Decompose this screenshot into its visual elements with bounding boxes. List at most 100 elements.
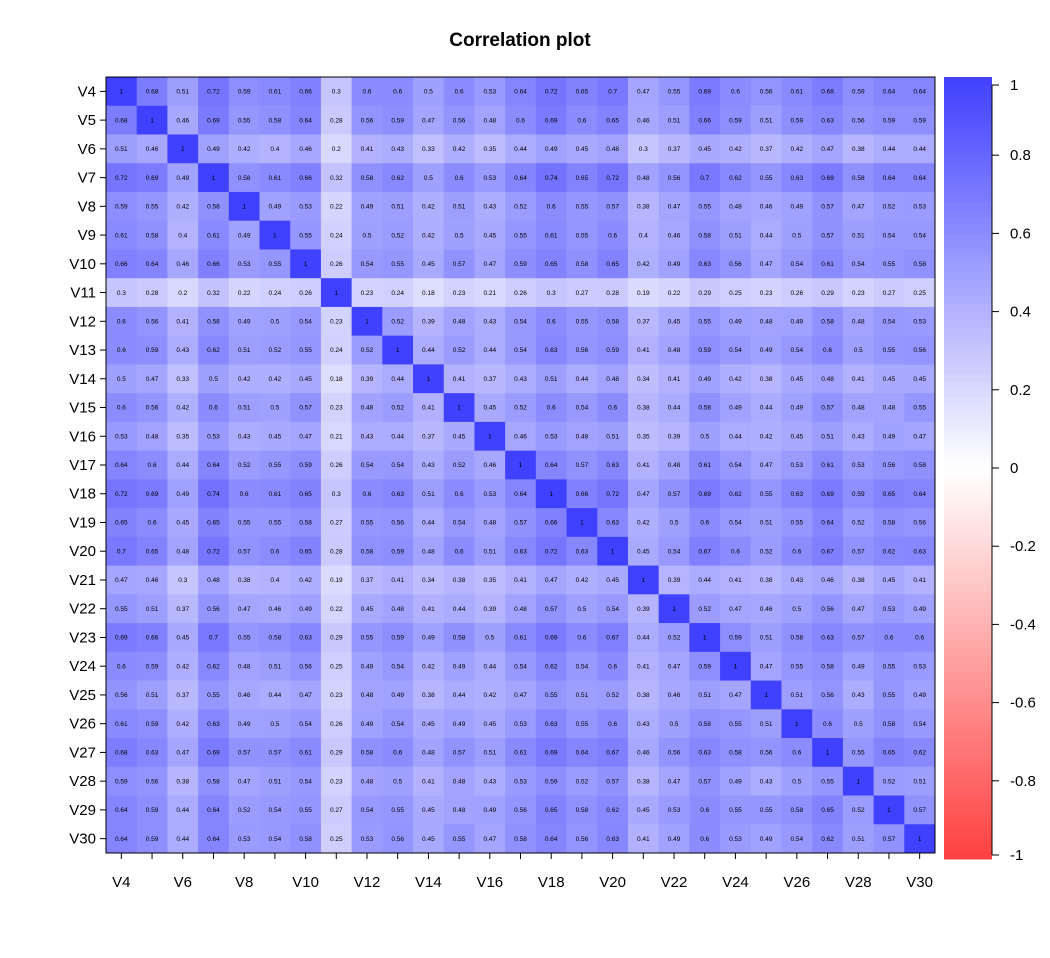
legend-color-band [944,483,992,492]
heatmap-cell [720,565,752,595]
heatmap-cell [198,479,230,509]
heatmap-cell [198,249,230,279]
heatmap-cell [750,105,782,135]
heatmap-cell [904,651,936,681]
heatmap-cell [259,364,291,394]
cell-value-label: 0.55 [729,807,742,814]
y-axis-tick-label: V15 [69,400,96,417]
legend-color-band [944,616,992,625]
cell-value-label: 0.44 [913,146,926,153]
heatmap-cell [382,134,414,164]
cell-value-label: 0.35 [483,577,496,584]
cell-value-label: 0.5 [209,376,218,383]
cell-value-label: 0.48 [606,146,619,153]
heatmap-cell [535,393,567,423]
cell-value-label: 0.44 [176,462,189,469]
y-axis-tick-label: V18 [69,486,96,503]
x-axis-tick-label: V28 [845,874,872,891]
cell-value-label: 0.6 [393,89,402,96]
heatmap-cell [413,134,445,164]
legend-color-band [944,170,992,180]
heatmap-cell [566,766,598,796]
heatmap-cell [228,508,260,538]
cell-value-label: 0.54 [729,347,742,354]
heatmap-cell [689,163,721,193]
cell-value-label: 0.47 [852,204,865,211]
cell-value-label: 0.63 [606,462,619,469]
heatmap-cell [320,105,353,135]
heatmap-cell [290,191,322,222]
cell-value-label: 0.48 [483,117,496,124]
heatmap-cell [781,421,813,452]
cell-value-label: 0.63 [606,836,619,843]
legend-color-band [944,819,992,829]
heatmap-cell [136,680,168,710]
heatmap-cell [443,134,475,164]
cell-value-label: 0.63 [698,750,711,757]
cell-value-label: 0.64 [913,175,926,182]
heatmap-cell [812,479,844,509]
heatmap-cell [228,278,260,308]
cell-value-label: 0.6 [792,750,801,757]
cell-value-label: 0.6 [455,491,464,498]
heatmap-cell [474,335,506,365]
heatmap-cell [443,651,475,681]
cell-value-label: 0.7 [117,548,126,555]
heatmap-cell [320,508,353,538]
cell-value-label: 0.56 [852,117,865,124]
legend-color-band [944,851,992,860]
cell-value-label: 0.51 [760,520,773,527]
cell-value-label: 0.62 [545,663,558,670]
y-axis-tick-label: V6 [78,141,96,158]
legend-color-band [944,147,992,156]
cell-value-label: 0.44 [483,347,496,354]
cell-value-label: 0.55 [760,491,773,498]
heatmap-cell [566,335,598,365]
heatmap-cell [320,163,353,193]
heatmap-cell [597,77,629,107]
legend-color-band [944,303,992,313]
cell-value-label: 0.26 [299,290,312,297]
heatmap-cell [167,709,199,739]
heatmap-cell [167,594,199,624]
heatmap-cell [904,565,936,595]
cell-value-label: 0.46 [299,146,312,153]
cell-value-label: 0.61 [545,232,558,239]
heatmap-cell [689,105,721,135]
legend-color-band [944,796,992,805]
legend-color-band [944,311,992,320]
cell-value-label: 0.44 [760,405,773,412]
heatmap-cell [781,594,813,624]
heatmap-cell [597,766,629,796]
cell-value-label: 0.43 [176,347,189,354]
heatmap-cell [290,536,322,566]
cell-value-label: 0.42 [791,146,804,153]
cell-value-label: 1 [457,405,461,412]
legend-color-band [944,530,992,539]
heatmap-cell [566,364,598,394]
cell-value-label: 0.64 [545,462,558,469]
cell-value-label: 0.47 [115,577,128,584]
cell-value-label: 0.4 [639,232,648,239]
cell-value-label: 0.49 [453,663,466,670]
heatmap-cell [873,824,905,854]
y-axis-tick-label: V22 [69,601,96,618]
cell-value-label: 0.65 [207,520,220,527]
heatmap-cell [658,335,690,365]
heatmap-cell [443,249,475,279]
heatmap-cell [566,623,598,653]
legend-color-band [944,209,992,219]
cell-value-label: 0.49 [391,692,404,699]
heatmap-cell [198,738,230,768]
cell-value-label: 0.67 [698,548,711,555]
cell-value-label: 1 [488,433,492,440]
legend-color-band [944,632,992,641]
cell-value-label: 0.44 [760,232,773,239]
heatmap-cell [658,77,690,107]
legend-color-band [944,421,992,430]
heatmap-cell [198,278,230,308]
cell-value-label: 0.37 [176,606,189,613]
heatmap-cell [812,651,844,681]
cell-value-label: 1 [150,117,154,124]
cell-value-label: 0.55 [821,778,834,785]
